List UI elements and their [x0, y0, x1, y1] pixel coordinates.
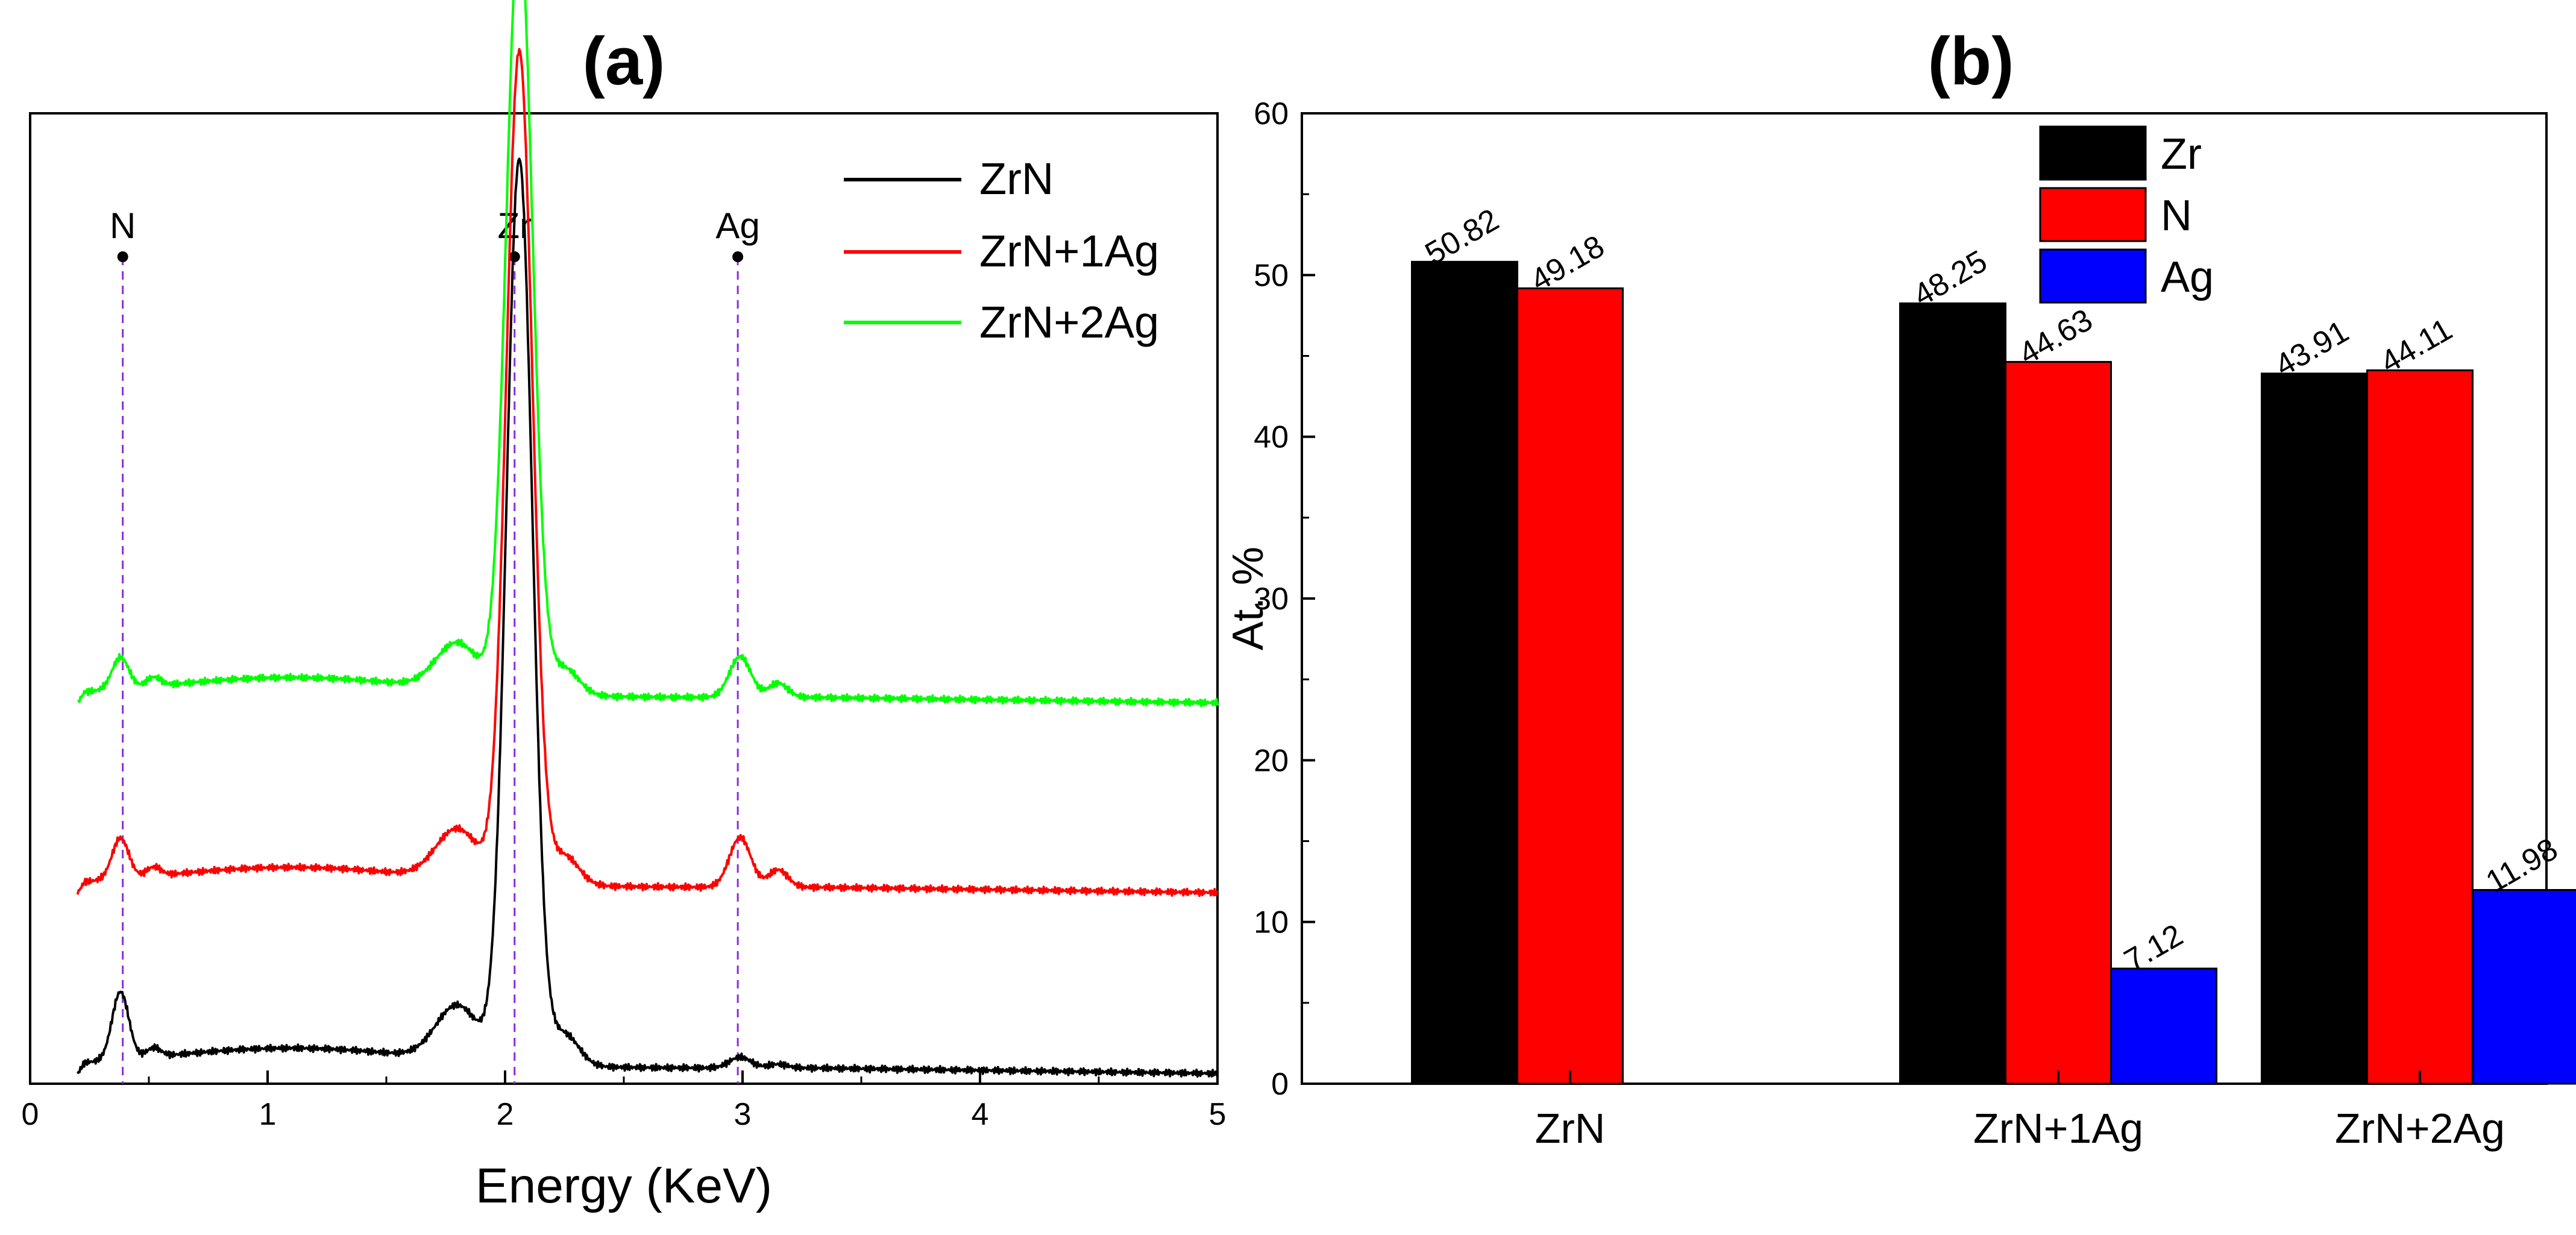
x-tick-label-1: 1	[259, 1097, 277, 1132]
category-label-zrn-2ag: ZrN+2Ag	[2335, 1105, 2505, 1152]
x-tick-label-0: 0	[22, 1097, 39, 1132]
bar-ag-zrn-2ag	[2472, 889, 2576, 1085]
legend-label-n: N	[2161, 192, 2192, 240]
ref-label-n: N	[110, 206, 136, 246]
bar-zr-zrn-1ag	[1899, 302, 2006, 1085]
trace-zrn-1ag	[76, 48, 1219, 897]
bar-zr-zrn-2ag	[2261, 372, 2368, 1085]
y-tick-label-30: 30	[1254, 582, 1289, 617]
trace-zrn-2ag	[77, 0, 1219, 708]
bar-ag-zrn-1ag	[2110, 967, 2217, 1085]
y-tick-label-60: 60	[1254, 96, 1289, 131]
legend-a: ZrN ZrN+1Ag ZrN+2Ag	[844, 154, 1159, 347]
bar-zr-zrn	[1411, 260, 1518, 1085]
y-tick-label-0: 0	[1271, 1067, 1289, 1102]
trace-zrn	[77, 157, 1219, 1078]
legend-swatch-n	[2039, 187, 2147, 242]
ref-marker-zr	[509, 251, 520, 262]
legend-label-zrn: ZrN	[979, 154, 1054, 204]
x-tick-label-4: 4	[972, 1097, 989, 1132]
y-tick-label-50: 50	[1254, 258, 1289, 293]
bars	[1411, 260, 2576, 1085]
ref-label-ag: Ag	[715, 206, 759, 246]
legend-label-zr: Zr	[2161, 130, 2202, 178]
category-label-zrn-1ag: ZrN+1Ag	[1973, 1105, 2143, 1152]
legend-swatch-ag	[2039, 248, 2147, 304]
y-tick-label-20: 20	[1254, 743, 1289, 778]
x-axis-ticks: 0 1 2 3 4 5	[22, 1070, 1227, 1132]
spectrum-traces	[76, 0, 1219, 1078]
reference-lines: N Zr Ag	[110, 206, 760, 1084]
x-tick-label-2: 2	[497, 1097, 514, 1132]
bar-n-zrn-2ag	[2366, 369, 2474, 1085]
panel-a-title: (a)	[583, 24, 665, 99]
panel-b-title: (b)	[1927, 24, 2014, 99]
legend-swatch-zr	[2039, 125, 2147, 181]
legend-label-zrn-1ag: ZrN+1Ag	[979, 226, 1159, 276]
bar-n-zrn-1ag	[2005, 360, 2112, 1085]
x-tick-label-5: 5	[1209, 1097, 1227, 1132]
legend-b: Zr N Ag	[2039, 125, 2214, 304]
panel-a: (a) N Zr Ag 0 1 2 3 4 5 Energy (KeV) ZrN ZrN+1A…	[22, 0, 1227, 1213]
y-axis-label: At. %	[1224, 547, 1272, 650]
category-labels: ZrN ZrN+1Ag ZrN+2Ag	[1535, 1070, 2505, 1152]
y-tick-label-10: 10	[1254, 905, 1289, 940]
category-label-zrn: ZrN	[1535, 1105, 1606, 1152]
x-tick-label-3: 3	[734, 1097, 752, 1132]
x-axis-label: Energy (KeV)	[476, 1158, 772, 1213]
legend-label-ag: Ag	[2161, 253, 2214, 301]
ref-marker-n	[117, 251, 128, 262]
legend-label-zrn-2ag: ZrN+2Ag	[979, 297, 1159, 347]
ref-marker-ag	[732, 251, 744, 262]
bar-n-zrn	[1516, 287, 1624, 1085]
y-axis-ticks: 0 10 20 30 40 50 60	[1254, 96, 1315, 1102]
y-tick-label-40: 40	[1254, 420, 1289, 455]
